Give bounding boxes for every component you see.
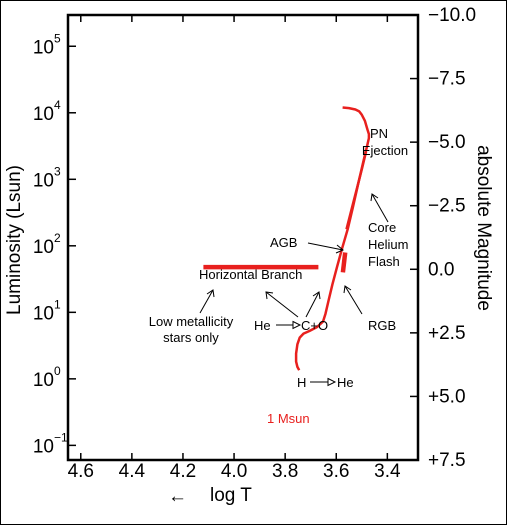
y-tick-exponent: 4	[54, 98, 61, 112]
lowmet-arrowhead	[206, 289, 215, 298]
y2-axis-label: absolute Magnitude	[473, 145, 494, 311]
y2-tick-label: −7.5	[428, 69, 466, 90]
rgb-label: RGB	[368, 318, 396, 333]
h-he-arrowhead	[327, 377, 337, 387]
x-tick-label: 3.6	[323, 461, 349, 482]
plot-area	[66, 13, 420, 462]
flash-label-line1: Core	[368, 220, 396, 235]
y-tick-label: 10	[33, 303, 54, 324]
y2-tick-label: +7.5	[428, 450, 466, 471]
lowmet-label-line2: stars only	[163, 330, 219, 345]
h-label: H	[297, 375, 306, 390]
series-red-clump	[340, 252, 348, 273]
y2-tick-label: +2.5	[428, 323, 466, 344]
he-label: He	[254, 318, 271, 333]
y2-tick-label: +5.0	[428, 386, 466, 407]
y-tick-exponent: 5	[54, 31, 61, 45]
x-tick-label: 4.4	[119, 461, 146, 482]
x-tick-label: 3.8	[272, 461, 298, 482]
horizontal-branch-label: Horizontal Branch	[199, 267, 302, 282]
y-tick-label: 10	[33, 436, 54, 457]
x-axis-label: log T	[210, 485, 252, 506]
y-tick-label: 10	[33, 170, 54, 191]
he-co-arrowhead	[292, 320, 302, 330]
y-tick-exponent: 2	[54, 231, 61, 245]
he2-label: He	[337, 375, 354, 390]
y-axis-label: Luminosity (Lsun)	[4, 165, 25, 315]
x-tick-label: 4.2	[170, 461, 196, 482]
x-axis: 4.6 4.4 4.2 4.0 3.8 3.6 3.4	[68, 15, 401, 482]
x-tick-label: 4.6	[68, 461, 94, 482]
flash-arrow	[371, 193, 389, 223]
hb-arrow-left	[265, 291, 299, 318]
y-axis-right: −10.0 −7.5 −5.0 −2.5 0.0 +2.5 +5.0 +7.5	[410, 5, 476, 471]
y2-tick-label: −5.0	[428, 132, 466, 153]
agb-arrow	[307, 242, 344, 251]
y-tick-label: 10	[33, 237, 54, 258]
lowmet-arrow	[199, 289, 214, 314]
hb-arrow-right	[305, 291, 320, 318]
rgb-arrow	[344, 285, 363, 315]
y-tick-label: 10	[33, 104, 54, 125]
y-tick-label: 10	[33, 37, 54, 58]
y-tick-label: 10	[33, 370, 54, 391]
rgb-arrowhead	[343, 285, 352, 294]
y-tick-exponent: 3	[54, 164, 61, 178]
x-axis-arrow: ←	[168, 486, 187, 507]
x-tick-label: 3.4	[374, 461, 401, 482]
y2-tick-label: −2.5	[428, 196, 466, 217]
y-tick-exponent: 0	[54, 364, 61, 378]
annotation-arrows	[199, 193, 389, 387]
y-tick-exponent: −1	[54, 430, 68, 444]
agb-label: AGB	[270, 235, 297, 250]
flash-label-line3: Flash	[368, 254, 400, 269]
y-tick-exponent: 1	[54, 297, 61, 311]
flash-label-line2: Helium	[368, 237, 408, 252]
hb-arrowhead-left	[265, 291, 274, 300]
y2-tick-label: −10.0	[428, 5, 476, 26]
flash-arrowhead	[370, 193, 379, 202]
agb-arrowhead	[335, 244, 344, 254]
pn-label-line1: PN	[370, 126, 388, 141]
pn-label-line2: Ejection	[362, 143, 408, 158]
lowmet-label-line1: Low metallicity	[149, 314, 234, 329]
y2-tick-label: 0.0	[428, 259, 454, 280]
co-label: C+O	[301, 318, 328, 333]
series-label-1msun: 1 Msun	[267, 411, 310, 426]
series-agb	[345, 151, 368, 230]
x-tick-label: 4.0	[221, 461, 247, 482]
hb-arrowhead-right	[312, 291, 321, 300]
